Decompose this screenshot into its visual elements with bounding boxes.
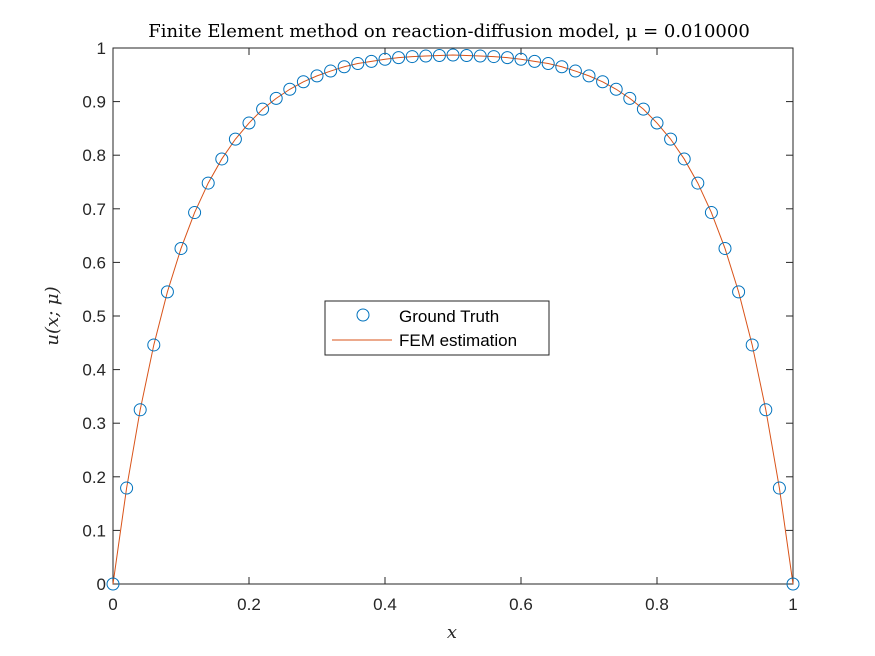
y-tick-label: 0.5 xyxy=(82,307,106,326)
y-tick-label: 0.7 xyxy=(82,200,106,219)
data-point-ground-truth xyxy=(228,132,242,146)
data-point-ground-truth xyxy=(732,285,746,299)
series-layer xyxy=(106,48,800,591)
data-point-ground-truth xyxy=(201,176,215,190)
data-point-ground-truth xyxy=(487,50,501,64)
y-axis-label: u(x; μ) xyxy=(42,286,63,345)
data-point-ground-truth xyxy=(745,338,759,352)
data-point-ground-truth xyxy=(242,116,256,130)
y-tick-label: 0.1 xyxy=(82,521,106,540)
data-point-ground-truth xyxy=(269,91,283,105)
legend-box xyxy=(324,300,550,356)
data-point-ground-truth xyxy=(772,481,786,495)
x-tick-label: 0.4 xyxy=(373,595,397,614)
data-point-ground-truth xyxy=(718,241,732,255)
data-point-ground-truth xyxy=(582,69,596,83)
data-point-ground-truth xyxy=(364,54,378,68)
y-tick-label: 0.9 xyxy=(82,93,106,112)
data-point-ground-truth xyxy=(460,49,474,63)
y-tick-label: 0.2 xyxy=(82,468,106,487)
data-point-ground-truth xyxy=(514,52,528,66)
data-point-ground-truth xyxy=(650,116,664,130)
data-point-ground-truth xyxy=(677,152,691,166)
legend-marker-ground-truth xyxy=(356,308,370,322)
data-point-ground-truth xyxy=(147,338,161,352)
data-point-ground-truth xyxy=(691,176,705,190)
chart-title: Finite Element method on reaction-diffus… xyxy=(148,21,750,42)
data-point-ground-truth xyxy=(337,60,351,74)
data-point-ground-truth xyxy=(568,64,582,78)
legend-label-fem-estimation: FEM estimation xyxy=(399,331,517,350)
x-tick-label: 0 xyxy=(108,595,117,614)
data-point-ground-truth xyxy=(215,152,229,166)
x-axis: 0 0.2 0.4 0.6 0.8 1 xyxy=(108,48,798,614)
series-line-fem-estimation xyxy=(112,54,794,585)
y-tick-label: 0.4 xyxy=(82,361,106,380)
y-tick-label: 0 xyxy=(97,575,106,594)
x-tick-label: 0.8 xyxy=(645,595,669,614)
data-point-ground-truth xyxy=(596,75,610,89)
x-tick-label: 0.6 xyxy=(509,595,533,614)
data-point-ground-truth xyxy=(120,481,134,495)
data-point-ground-truth xyxy=(160,285,174,299)
x-axis-label: x xyxy=(447,622,457,643)
x-tick-label: 0.2 xyxy=(237,595,261,614)
y-tick-label: 1 xyxy=(97,39,106,58)
data-point-ground-truth xyxy=(500,51,514,65)
data-point-ground-truth xyxy=(310,69,324,83)
y-tick-label: 0.8 xyxy=(82,146,106,165)
data-point-ground-truth xyxy=(786,577,800,591)
data-point-ground-truth xyxy=(405,50,419,64)
data-point-ground-truth xyxy=(446,48,460,62)
data-point-ground-truth xyxy=(541,57,555,71)
data-point-ground-truth xyxy=(528,54,542,68)
data-point-ground-truth xyxy=(351,57,365,71)
data-point-ground-truth xyxy=(296,75,310,89)
y-axis: 0 0.1 0.2 0.3 0.4 0.5 0.6 0.7 0.8 0.9 1 xyxy=(82,39,793,594)
data-point-ground-truth xyxy=(419,49,433,63)
data-point-ground-truth xyxy=(283,82,297,96)
data-point-ground-truth xyxy=(106,577,120,591)
data-point-ground-truth xyxy=(555,60,569,74)
data-point-ground-truth xyxy=(636,102,650,116)
data-point-ground-truth xyxy=(378,52,392,66)
data-point-ground-truth xyxy=(759,403,773,417)
data-point-ground-truth xyxy=(188,206,202,220)
legend-label-ground-truth: Ground Truth xyxy=(399,307,499,326)
data-point-ground-truth xyxy=(432,49,446,63)
legend: Ground Truth FEM estimation xyxy=(324,300,550,356)
data-point-ground-truth xyxy=(256,102,270,116)
data-point-ground-truth xyxy=(623,91,637,105)
x-tick-label: 1 xyxy=(788,595,797,614)
data-point-ground-truth xyxy=(174,241,188,255)
y-tick-label: 0.3 xyxy=(82,414,106,433)
data-point-ground-truth xyxy=(704,206,718,220)
data-point-ground-truth xyxy=(133,403,147,417)
data-point-ground-truth xyxy=(392,51,406,65)
data-point-ground-truth xyxy=(609,82,623,96)
data-point-ground-truth xyxy=(473,49,487,63)
y-tick-label: 0.6 xyxy=(82,253,106,272)
data-point-ground-truth xyxy=(664,132,678,146)
data-point-ground-truth xyxy=(324,64,338,78)
